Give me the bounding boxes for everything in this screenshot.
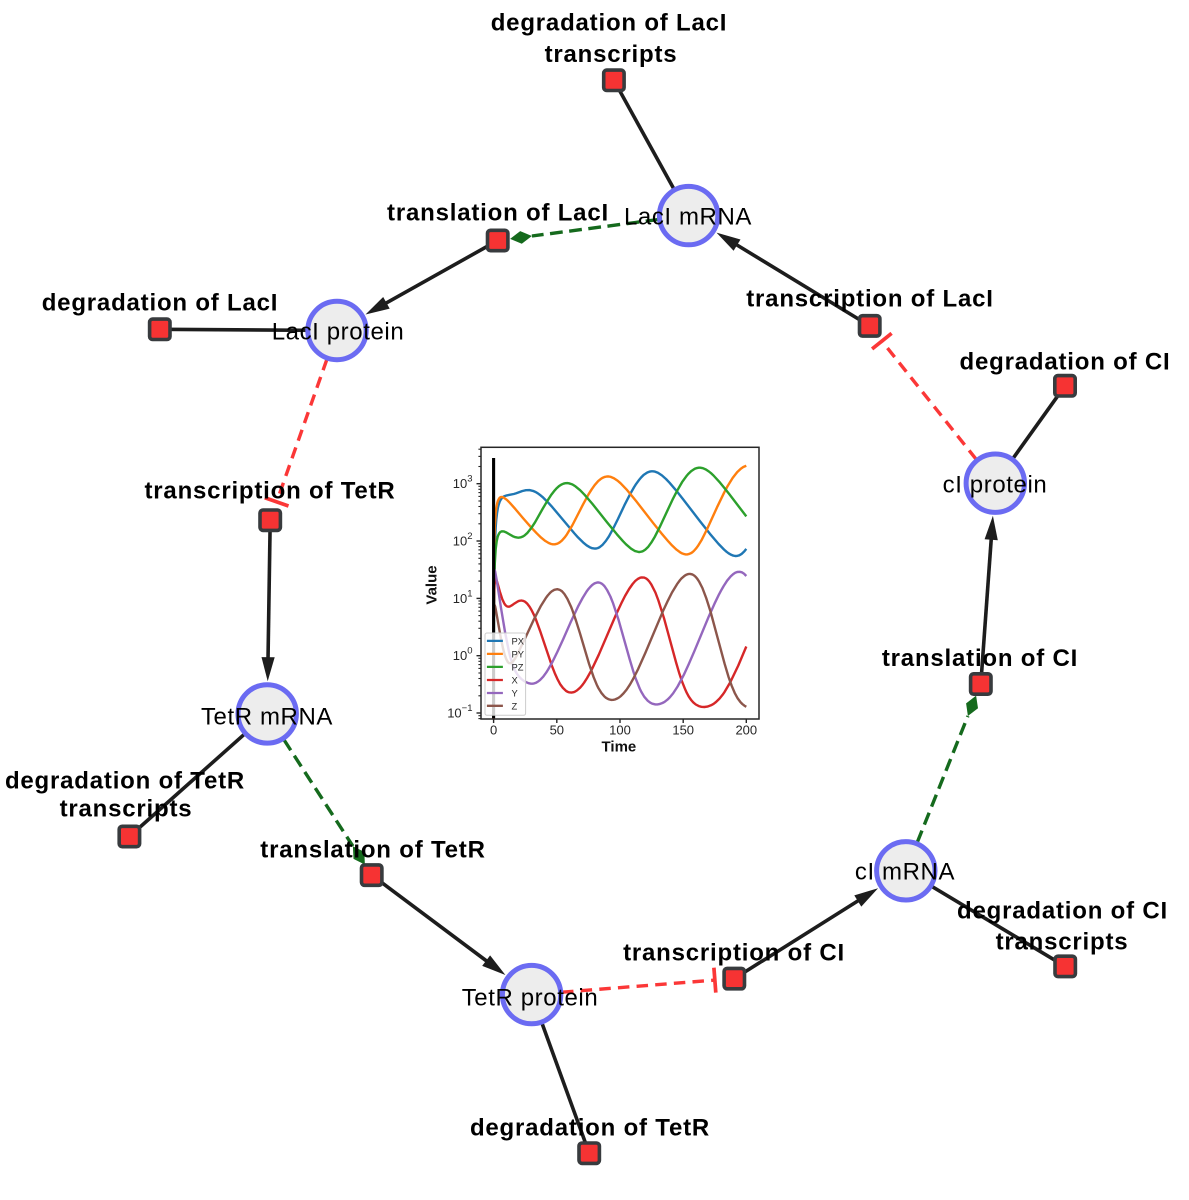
svg-text:Y: Y	[512, 688, 519, 699]
svg-text:LacI protein: LacI protein	[272, 319, 405, 346]
svg-text:degradation of LacI: degradation of LacI	[491, 10, 728, 37]
svg-text:translation of LacI: translation of LacI	[387, 200, 609, 227]
svg-text:transcription of TetR: transcription of TetR	[144, 478, 395, 505]
svg-text:transcription of LacI: transcription of LacI	[746, 286, 994, 313]
svg-text:X: X	[512, 675, 519, 686]
svg-text:transcripts: transcripts	[60, 796, 193, 823]
svg-text:transcripts: transcripts	[545, 41, 678, 68]
svg-text:PX: PX	[512, 636, 525, 647]
svg-text:200: 200	[735, 723, 757, 738]
svg-text:translation of CI: translation of CI	[882, 645, 1078, 672]
svg-text:PY: PY	[512, 649, 525, 660]
svg-text:50: 50	[550, 723, 564, 738]
svg-text:PZ: PZ	[512, 662, 524, 673]
svg-text:cI mRNA: cI mRNA	[855, 859, 955, 886]
svg-text:degradation of CI: degradation of CI	[957, 898, 1168, 925]
svg-text:0: 0	[490, 723, 497, 738]
svg-text:TetR protein: TetR protein	[462, 985, 599, 1012]
svg-text:Value: Value	[424, 565, 441, 604]
svg-text:100: 100	[609, 723, 631, 738]
svg-text:degradation of TetR: degradation of TetR	[470, 1115, 710, 1142]
svg-text:TetR mRNA: TetR mRNA	[201, 704, 333, 731]
svg-text:cI protein: cI protein	[943, 472, 1048, 499]
svg-text:Z: Z	[512, 700, 518, 711]
svg-text:degradation of TetR: degradation of TetR	[5, 768, 245, 795]
svg-text:Time: Time	[602, 739, 637, 756]
svg-text:degradation of CI: degradation of CI	[960, 349, 1171, 376]
svg-text:transcripts: transcripts	[996, 929, 1129, 956]
svg-text:transcription of CI: transcription of CI	[623, 940, 845, 967]
svg-text:translation of TetR: translation of TetR	[260, 837, 485, 864]
svg-text:150: 150	[672, 723, 694, 738]
svg-text:degradation of LacI: degradation of LacI	[42, 290, 279, 317]
svg-text:LacI mRNA: LacI mRNA	[624, 204, 752, 231]
